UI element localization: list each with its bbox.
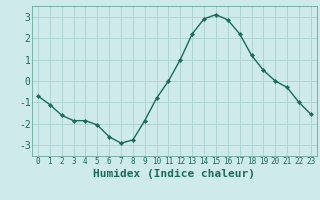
X-axis label: Humidex (Indice chaleur): Humidex (Indice chaleur) bbox=[93, 169, 255, 179]
